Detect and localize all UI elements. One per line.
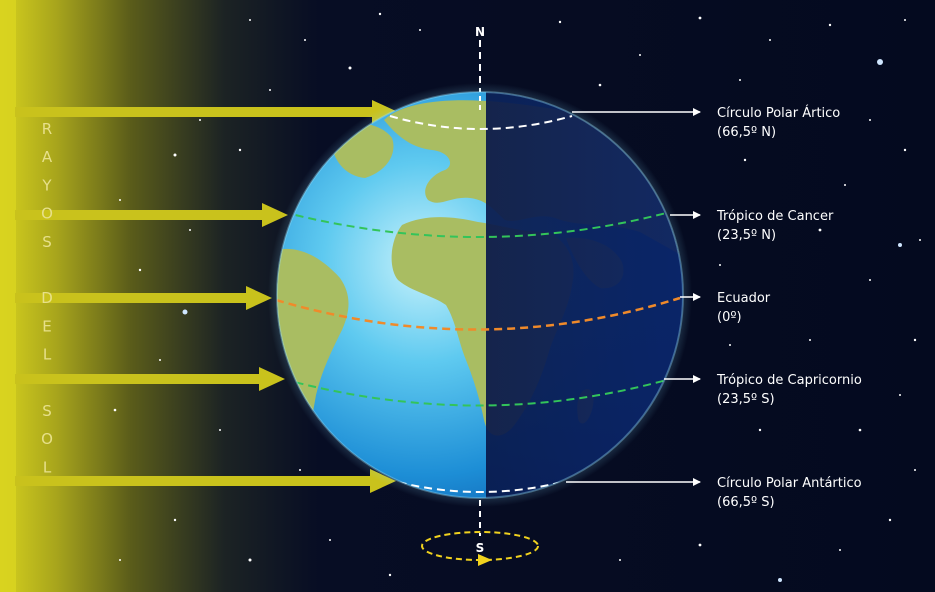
- rotation-indicator: [421, 531, 539, 566]
- arctic-circle-label: Círculo Polar Ártico: [717, 105, 840, 121]
- antarctic-circle-label: Círculo Polar Antártico: [717, 476, 862, 491]
- tropic-of-capricorn-label: Trópico de Capricornio: [716, 373, 862, 388]
- sun-label-letter: D: [41, 289, 53, 307]
- sun-edge: [0, 0, 16, 592]
- antarctic-circle-value: (66,5º S): [717, 495, 775, 510]
- sun-label-letter: S: [42, 402, 52, 420]
- sun-label-letter: O: [41, 205, 53, 223]
- antarctic-circle-line: [385, 478, 575, 493]
- tropic-of-cancer-label: Trópico de Cancer: [716, 209, 834, 224]
- sun-label-letter: L: [43, 346, 52, 364]
- latitude-labels: Círculo Polar Ártico (66,5º N) Trópico d…: [716, 105, 862, 510]
- north-pole-label: N: [475, 25, 485, 39]
- equator-line: [277, 296, 681, 331]
- sun-label-letter: E: [42, 317, 51, 335]
- rotation-arrow-icon: [478, 554, 492, 566]
- equator-value: (0º): [717, 310, 742, 325]
- sun-label-letter: R: [42, 120, 52, 138]
- sun-ray-arrowhead: [262, 203, 288, 227]
- arctic-circle-value: (66,5º N): [717, 125, 776, 140]
- tropic-of-cancer-value: (23,5º N): [717, 228, 776, 243]
- arctic-circle-line: [389, 115, 573, 130]
- sun-ray-arrowhead: [259, 367, 285, 391]
- label-pointers: [566, 108, 701, 486]
- sun-ray-arrowhead: [246, 286, 272, 310]
- tropic-of-cancer-line: [282, 211, 671, 238]
- sun-label-letter: S: [42, 233, 52, 251]
- earth-globe: [268, 83, 692, 507]
- stars: [113, 12, 921, 582]
- equator-label: Ecuador: [717, 291, 771, 306]
- sun-label-letter: O: [41, 430, 53, 448]
- south-pole-label: S: [476, 541, 485, 555]
- tropic-of-capricorn-line: [282, 378, 671, 407]
- sun-label-letter: A: [42, 148, 53, 166]
- tropic-of-capricorn-value: (23,5º S): [717, 392, 775, 407]
- sun-label-letter: L: [43, 458, 52, 476]
- sun-label-letter: Y: [41, 176, 52, 194]
